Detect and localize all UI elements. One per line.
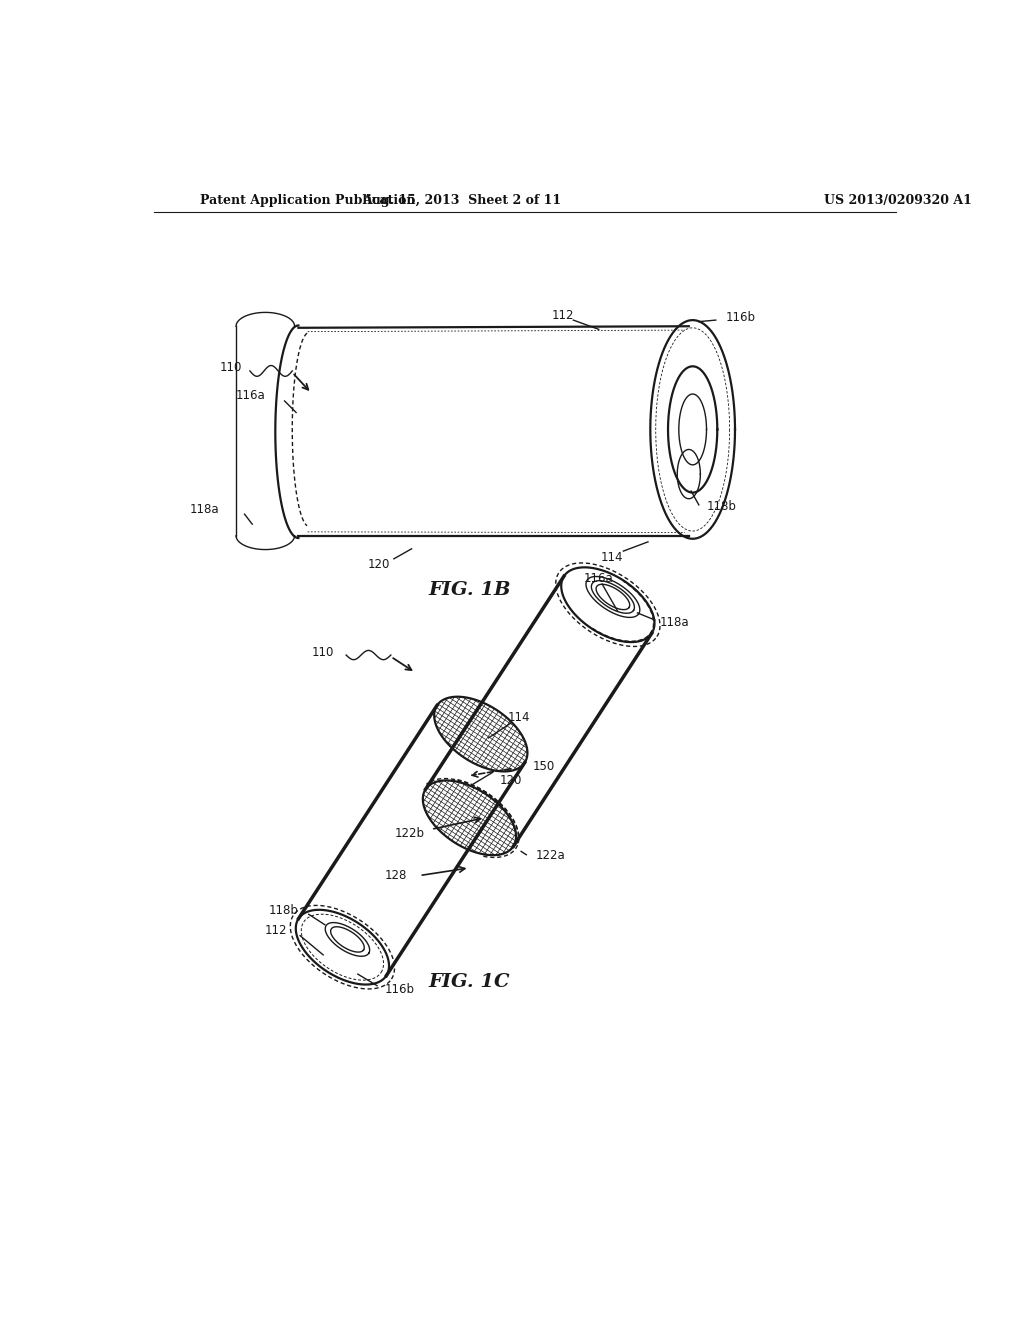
Text: 118a: 118a (189, 503, 219, 516)
Text: 110: 110 (219, 362, 242, 375)
Text: 114: 114 (508, 710, 530, 723)
Text: 122b: 122b (394, 826, 424, 840)
Text: 110: 110 (312, 647, 334, 659)
Text: 150: 150 (532, 760, 555, 774)
Text: 120: 120 (500, 774, 522, 787)
Text: 116a: 116a (236, 389, 265, 403)
Text: 112: 112 (264, 924, 287, 937)
Text: 118b: 118b (707, 500, 736, 513)
Text: US 2013/0209320 A1: US 2013/0209320 A1 (823, 194, 972, 207)
Text: Patent Application Publication: Patent Application Publication (200, 194, 416, 207)
Text: 114: 114 (600, 550, 623, 564)
Text: 122a: 122a (536, 849, 565, 862)
Text: 118a: 118a (659, 615, 689, 628)
Text: 112: 112 (552, 309, 574, 322)
Text: FIG. 1C: FIG. 1C (429, 973, 510, 991)
Text: 116b: 116b (726, 312, 756, 325)
Text: 128: 128 (385, 869, 408, 882)
Text: FIG. 1B: FIG. 1B (428, 581, 511, 598)
Text: 118b: 118b (269, 904, 299, 916)
Text: 120: 120 (368, 558, 390, 572)
Text: 116b: 116b (385, 983, 415, 997)
Text: 116a: 116a (584, 572, 613, 585)
Text: Aug. 15, 2013  Sheet 2 of 11: Aug. 15, 2013 Sheet 2 of 11 (362, 194, 561, 207)
